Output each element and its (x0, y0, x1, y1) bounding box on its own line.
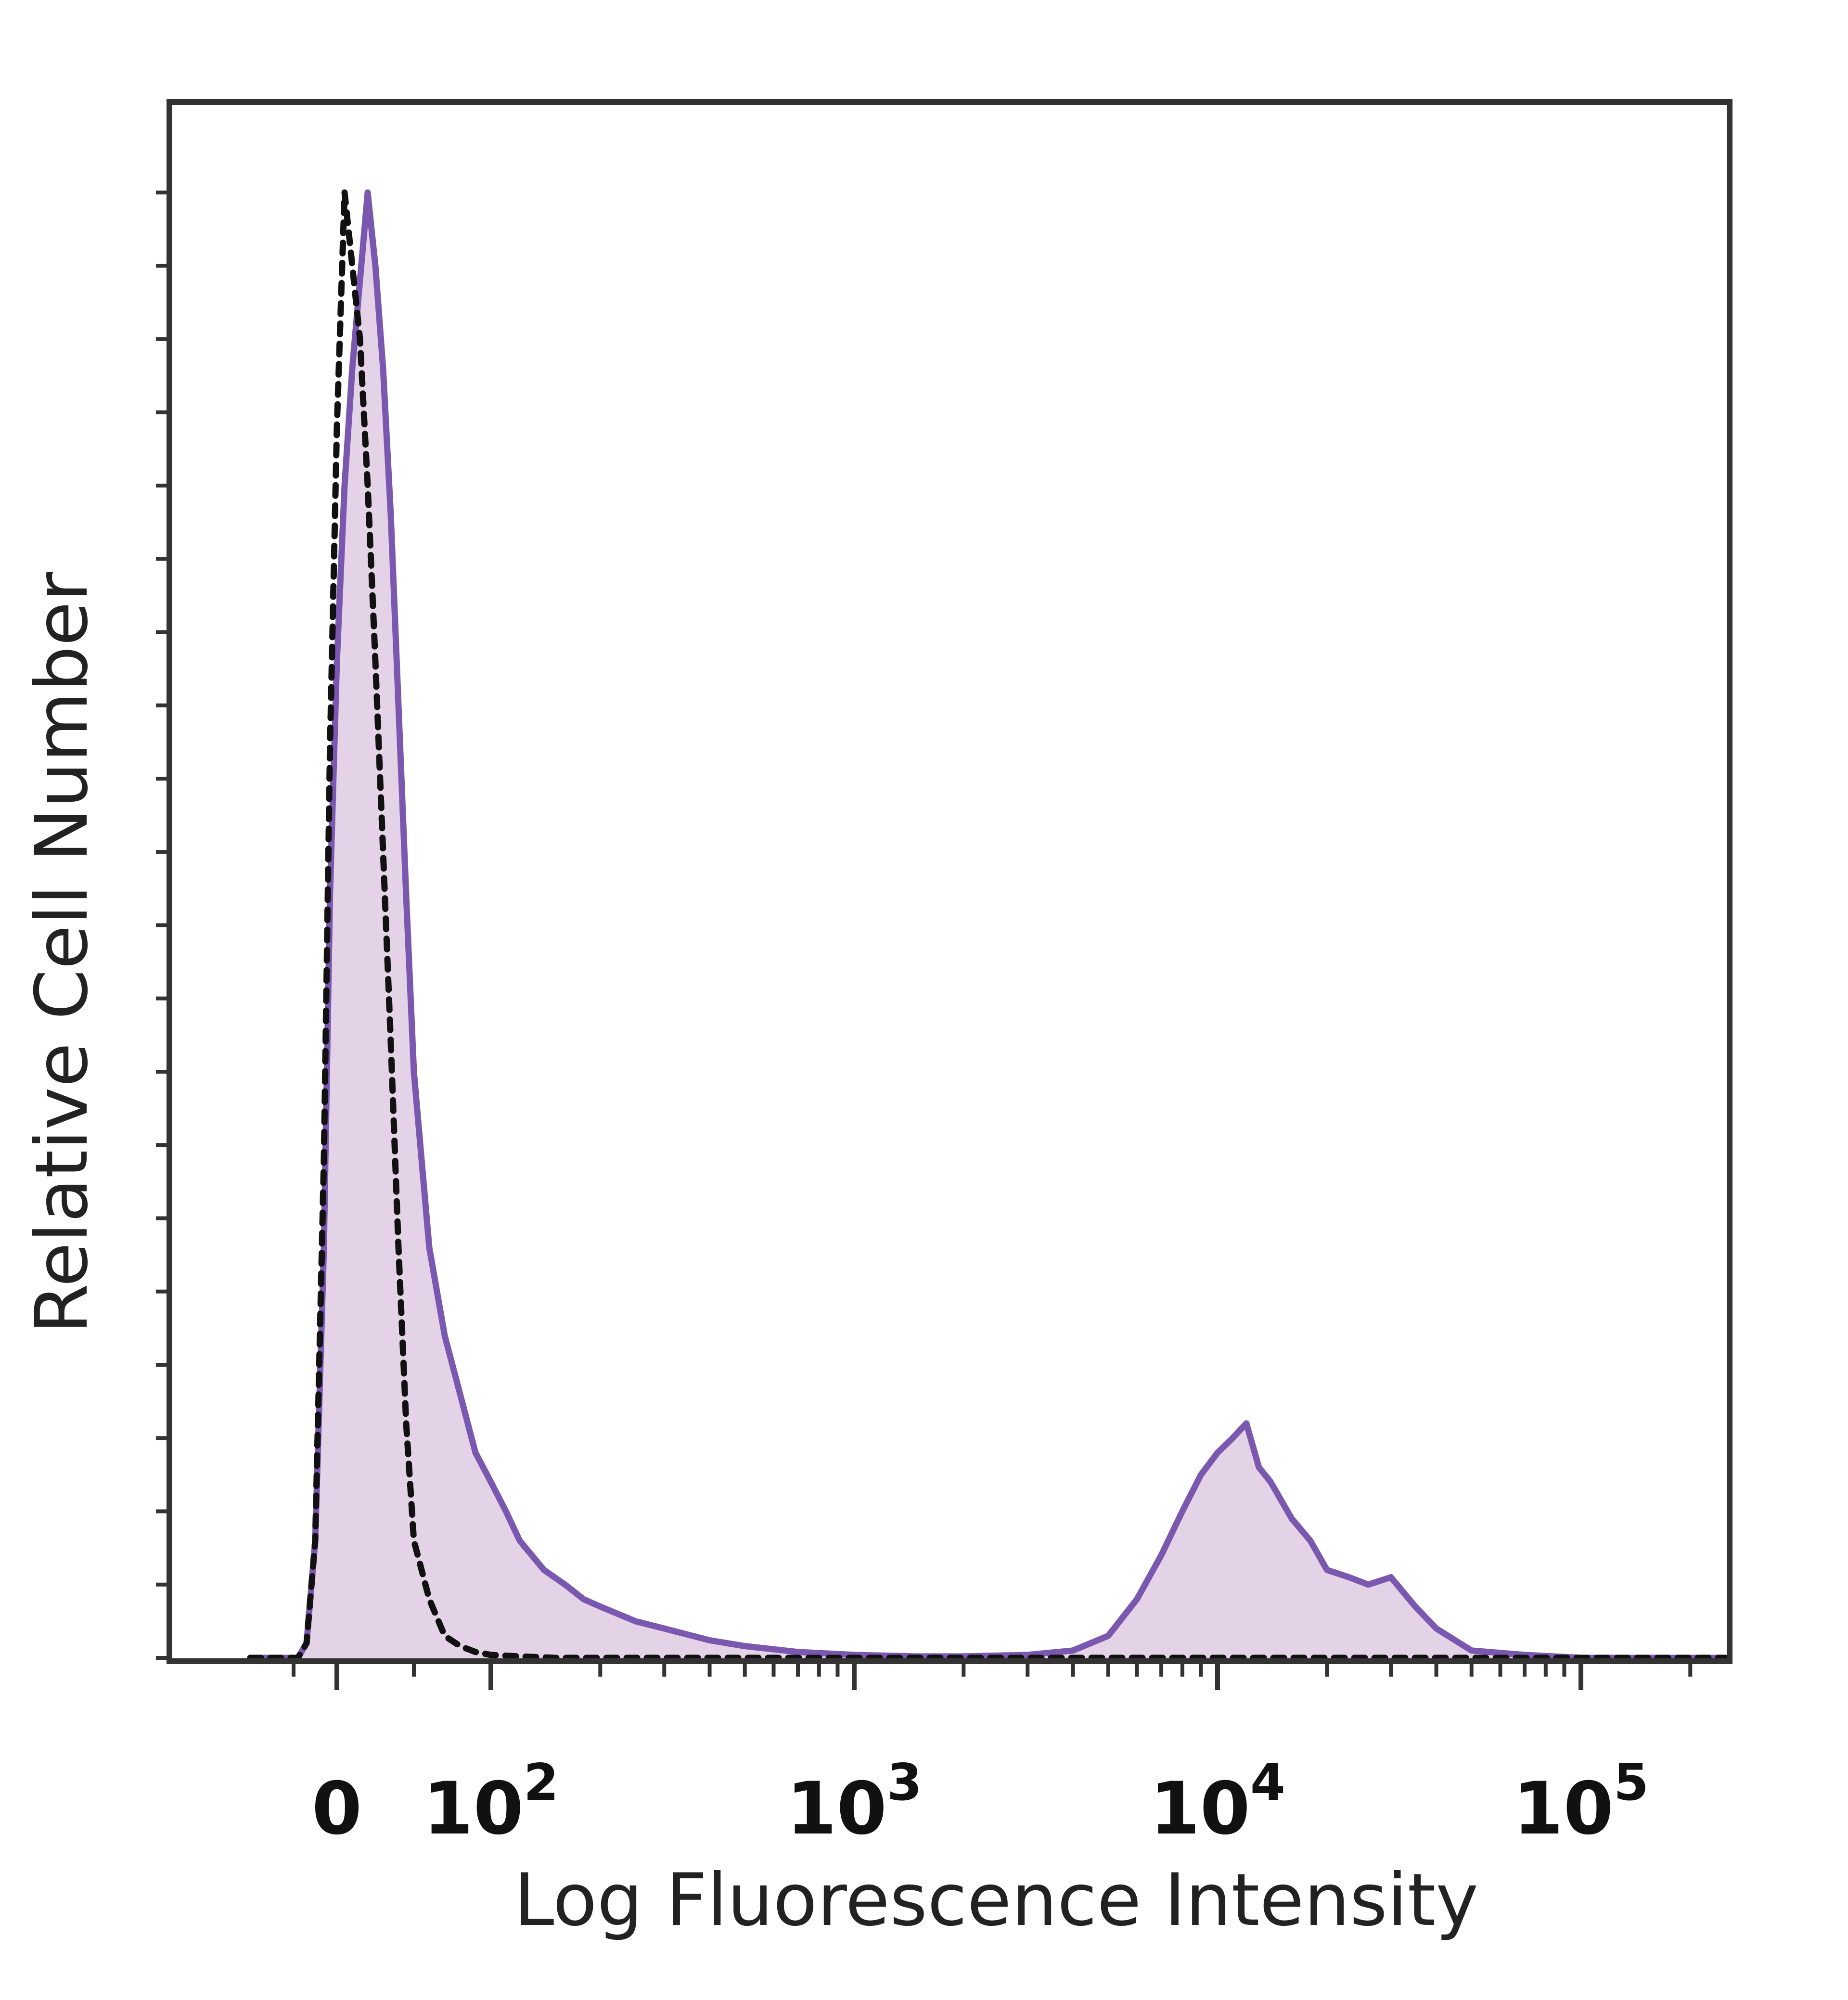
x-tick-label: 105 (1513, 1753, 1649, 1851)
plot-layer (247, 189, 1729, 1661)
x-tick-label: 104 (1150, 1753, 1285, 1851)
x-tick-label: 0 (312, 1767, 362, 1851)
x-tick-label: 102 (423, 1753, 559, 1851)
plot-frame (167, 99, 1732, 1664)
series-line-stained (247, 189, 1729, 1661)
x-axis-title: Log Fluorescence Intensity (514, 1859, 1478, 1942)
series-area-stained (250, 192, 1726, 1658)
y-axis-title: Relative Cell Number (20, 572, 104, 1334)
x-tick-label: 103 (786, 1753, 922, 1851)
series-line-isotype-control (247, 189, 1729, 1661)
